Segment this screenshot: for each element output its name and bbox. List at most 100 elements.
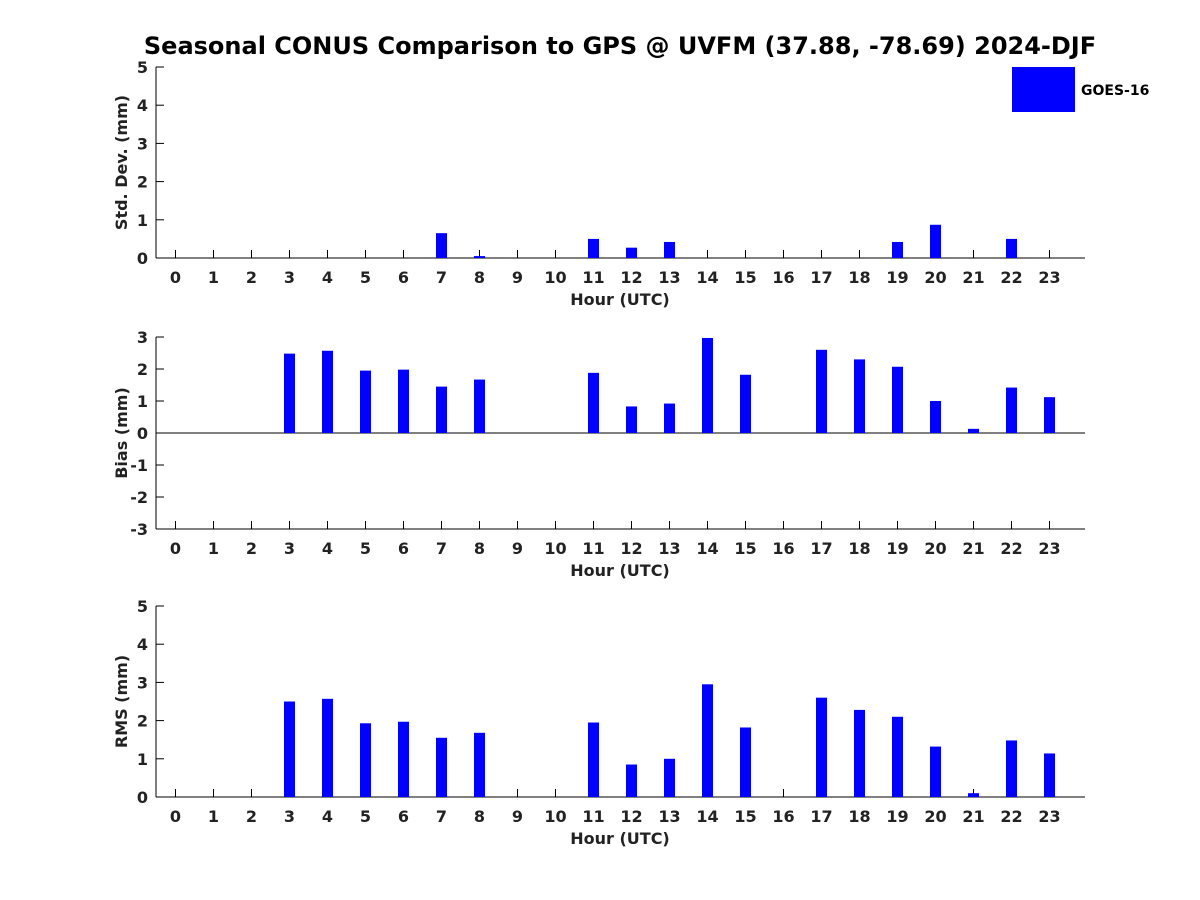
x-tick-label: 12 (620, 807, 642, 826)
x-tick-label: 12 (620, 268, 642, 287)
y-tick-label: 3 (137, 328, 148, 347)
x-tick-label: 2 (246, 807, 257, 826)
bar (322, 698, 333, 797)
bar (930, 746, 941, 797)
x-tick-label: 6 (398, 807, 409, 826)
x-tick-label: 8 (474, 268, 485, 287)
x-axis-label: Hour (UTC) (570, 290, 670, 309)
legend-label: GOES-16 (1081, 83, 1149, 99)
x-tick-label: 8 (474, 539, 485, 558)
bar (398, 721, 409, 797)
x-tick-label: 5 (360, 268, 371, 287)
bar (1006, 740, 1017, 797)
bar (360, 723, 371, 797)
x-tick-label: 9 (512, 807, 523, 826)
bar (626, 406, 637, 433)
y-tick-label: 1 (137, 211, 148, 230)
x-tick-label: 21 (962, 268, 984, 287)
y-axis-label: Std. Dev. (mm) (112, 95, 131, 230)
x-tick-label: 16 (772, 807, 794, 826)
y-tick-label: 5 (137, 58, 148, 77)
x-tick-label: 13 (658, 539, 680, 558)
bar (626, 247, 637, 258)
x-tick-label: 16 (772, 268, 794, 287)
y-tick-label: -2 (130, 488, 148, 507)
x-tick-label: 0 (170, 268, 181, 287)
x-tick-label: 9 (512, 268, 523, 287)
x-tick-label: 4 (322, 539, 333, 558)
bar (322, 350, 333, 433)
x-tick-label: 10 (544, 539, 566, 558)
x-tick-label: 2 (246, 268, 257, 287)
y-tick-label: 3 (137, 134, 148, 153)
x-tick-label: 11 (582, 807, 604, 826)
x-tick-label: 12 (620, 539, 642, 558)
x-tick-label: 18 (848, 539, 870, 558)
x-tick-label: 1 (208, 268, 219, 287)
bar (892, 716, 903, 797)
bar (892, 366, 903, 433)
y-tick-label: 1 (137, 750, 148, 769)
x-tick-label: 14 (696, 807, 718, 826)
x-tick-label: 22 (1000, 539, 1022, 558)
bar (816, 697, 827, 797)
bar (664, 241, 675, 258)
bar (702, 684, 713, 797)
x-tick-label: 5 (360, 539, 371, 558)
x-tick-label: 10 (544, 268, 566, 287)
x-tick-label: 11 (582, 539, 604, 558)
bar (1006, 387, 1017, 433)
bar (1006, 238, 1017, 258)
x-tick-label: 15 (734, 807, 756, 826)
y-tick-label: -1 (130, 456, 148, 475)
y-tick-label: 2 (137, 712, 148, 731)
bar (588, 238, 599, 258)
x-tick-label: 13 (658, 807, 680, 826)
x-tick-label: 19 (886, 539, 908, 558)
x-tick-label: 7 (436, 539, 447, 558)
bar (626, 764, 637, 797)
bar (930, 401, 941, 433)
x-tick-label: 21 (962, 539, 984, 558)
bar (436, 386, 447, 433)
x-tick-label: 22 (1000, 268, 1022, 287)
x-tick-label: 19 (886, 807, 908, 826)
x-tick-label: 23 (1038, 539, 1060, 558)
y-tick-label: 0 (137, 249, 148, 268)
x-tick-label: 6 (398, 539, 409, 558)
x-tick-label: 20 (924, 268, 946, 287)
x-tick-label: 1 (208, 539, 219, 558)
y-tick-label: 2 (137, 360, 148, 379)
y-tick-label: 0 (137, 788, 148, 807)
x-axis-label: Hour (UTC) (570, 829, 670, 848)
bar (360, 370, 371, 433)
x-tick-label: 7 (436, 807, 447, 826)
x-tick-label: 1 (208, 807, 219, 826)
y-tick-label: 0 (137, 424, 148, 443)
x-axis-label: Hour (UTC) (570, 561, 670, 580)
chart-title: Seasonal CONUS Comparison to GPS @ UVFM … (144, 32, 1096, 60)
x-tick-label: 16 (772, 539, 794, 558)
y-tick-label: 1 (137, 392, 148, 411)
bar (1044, 397, 1055, 433)
bar (816, 349, 827, 433)
bar (664, 403, 675, 433)
x-tick-label: 18 (848, 807, 870, 826)
x-tick-label: 19 (886, 268, 908, 287)
y-tick-label: 5 (137, 597, 148, 616)
bar (1044, 753, 1055, 797)
x-tick-label: 3 (284, 807, 295, 826)
x-tick-label: 0 (170, 807, 181, 826)
bar (664, 758, 675, 797)
bar (284, 353, 295, 433)
x-tick-label: 17 (810, 807, 832, 826)
y-tick-label: 4 (137, 635, 148, 654)
y-axis-label: Bias (mm) (112, 387, 131, 479)
bar (702, 337, 713, 433)
x-tick-label: 0 (170, 539, 181, 558)
x-tick-label: 4 (322, 268, 333, 287)
